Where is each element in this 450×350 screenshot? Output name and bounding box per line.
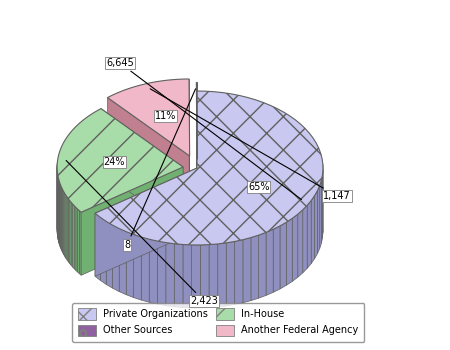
Polygon shape — [273, 226, 280, 292]
Polygon shape — [77, 209, 79, 274]
Polygon shape — [317, 186, 320, 254]
Text: 8: 8 — [124, 89, 196, 250]
Polygon shape — [192, 245, 200, 308]
Polygon shape — [149, 239, 158, 304]
Polygon shape — [79, 211, 81, 275]
Polygon shape — [95, 213, 100, 280]
Polygon shape — [234, 240, 243, 304]
Polygon shape — [218, 243, 226, 307]
Polygon shape — [59, 182, 60, 247]
Text: 6,645: 6,645 — [106, 58, 302, 199]
Polygon shape — [65, 194, 66, 258]
Legend: Private Organizations, Other Sources, In-House, Another Federal Agency: Private Organizations, Other Sources, In… — [72, 303, 364, 342]
Polygon shape — [251, 235, 259, 301]
Polygon shape — [266, 229, 273, 295]
Polygon shape — [315, 191, 317, 259]
Polygon shape — [286, 218, 292, 285]
Text: 2,423: 2,423 — [66, 161, 218, 306]
Polygon shape — [259, 232, 266, 298]
Text: 24%: 24% — [104, 157, 125, 167]
Polygon shape — [226, 241, 234, 306]
Text: 11%: 11% — [155, 111, 176, 121]
Polygon shape — [298, 210, 303, 277]
Polygon shape — [101, 108, 183, 230]
Polygon shape — [303, 205, 307, 273]
Polygon shape — [67, 197, 68, 262]
Polygon shape — [63, 190, 64, 254]
Polygon shape — [57, 108, 183, 212]
Text: 65%: 65% — [248, 182, 270, 192]
Polygon shape — [200, 245, 209, 308]
Polygon shape — [64, 191, 65, 257]
Polygon shape — [71, 202, 72, 267]
Polygon shape — [280, 222, 286, 289]
Polygon shape — [108, 98, 189, 219]
Polygon shape — [311, 196, 315, 264]
Polygon shape — [66, 195, 67, 260]
Polygon shape — [320, 180, 321, 248]
Polygon shape — [166, 243, 174, 307]
Polygon shape — [196, 83, 197, 160]
Polygon shape — [141, 237, 149, 302]
Polygon shape — [183, 245, 192, 308]
Polygon shape — [126, 232, 134, 298]
Polygon shape — [62, 188, 63, 253]
Polygon shape — [68, 199, 70, 264]
Polygon shape — [292, 214, 298, 281]
Polygon shape — [158, 241, 166, 306]
Polygon shape — [243, 238, 251, 303]
Polygon shape — [100, 217, 106, 285]
Polygon shape — [174, 244, 183, 308]
Polygon shape — [134, 234, 141, 300]
Polygon shape — [74, 206, 76, 271]
Polygon shape — [70, 201, 71, 265]
Polygon shape — [209, 244, 218, 308]
Polygon shape — [106, 222, 112, 288]
Polygon shape — [76, 208, 77, 272]
Polygon shape — [61, 186, 62, 251]
Polygon shape — [307, 201, 311, 268]
Polygon shape — [108, 79, 189, 156]
Polygon shape — [321, 175, 323, 243]
Polygon shape — [58, 178, 59, 243]
Polygon shape — [119, 229, 126, 295]
Text: 1,147: 1,147 — [150, 89, 351, 201]
Polygon shape — [112, 225, 119, 292]
Polygon shape — [95, 91, 323, 245]
Polygon shape — [60, 184, 61, 249]
Polygon shape — [95, 168, 197, 276]
Polygon shape — [81, 167, 183, 275]
Polygon shape — [196, 83, 197, 223]
Polygon shape — [72, 204, 74, 269]
